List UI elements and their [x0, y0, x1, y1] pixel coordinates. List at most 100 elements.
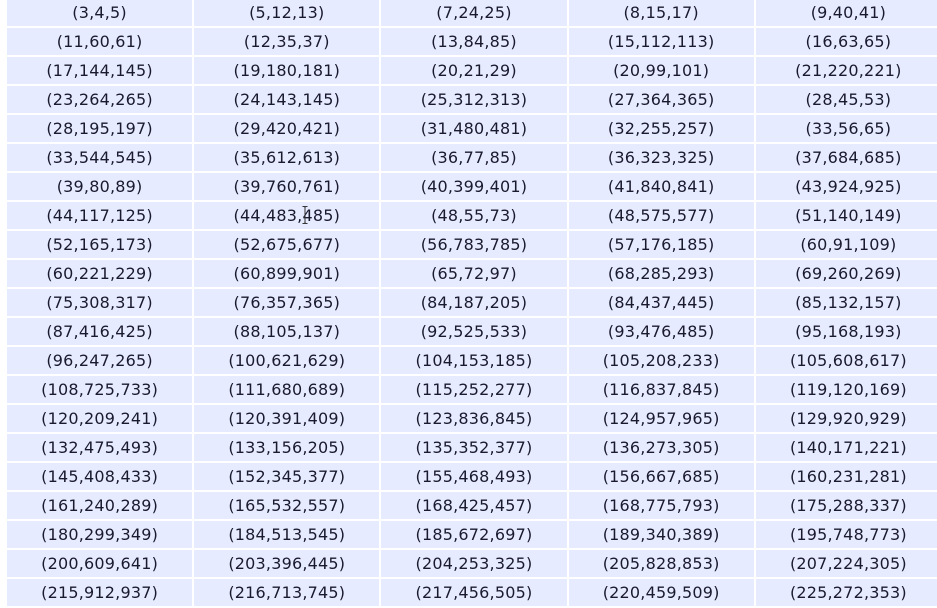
triple-cell: (28,195,197)	[7, 115, 193, 142]
triple-cell: (60,899,901)	[194, 260, 380, 287]
triple-cell: (156,667,685)	[568, 463, 754, 490]
triple-cell: (44,483,485)	[194, 202, 380, 229]
triple-cell: (21,220,221)	[755, 57, 937, 84]
table-row: (52,165,173) (52,675,677) (56,783,785) (57,…	[7, 231, 937, 258]
table-row: (60,221,229) (60,899,901) (65,72,97) (68,28…	[7, 260, 937, 287]
triple-cell: (8,15,17)	[568, 0, 754, 26]
triple-cell: (23,264,265)	[7, 86, 193, 113]
triple-cell: (48,575,577)	[568, 202, 754, 229]
triple-cell: (96,247,265)	[7, 347, 193, 374]
table-row: (132,475,493) (133,156,205) (135,352,377)(…	[7, 434, 937, 461]
triple-cell: (20,99,101)	[568, 57, 754, 84]
triple-cell: (207,224,305)	[755, 550, 937, 577]
triple-cell: (124,957,965)	[568, 405, 754, 432]
triple-cell: (129,920,929)	[755, 405, 937, 432]
triple-cell: (93,476,485)	[568, 318, 754, 345]
triple-cell: (17,144,145)	[7, 57, 193, 84]
triple-cell: (15,112,113)	[568, 28, 754, 55]
table-row: (23,264,265) (24,143,145) (25,312,313) (27,…	[7, 86, 937, 113]
triple-cell: (203,396,445)	[194, 550, 380, 577]
triple-cell: (120,391,409)	[194, 405, 380, 432]
triple-cell: (11,60,61)	[7, 28, 193, 55]
triple-cell: (39,760,761)	[194, 173, 380, 200]
triple-cell: (40,399,401)	[381, 173, 567, 200]
triple-cell: (56,783,785)	[381, 231, 567, 258]
triple-cell: (39,80,89)	[7, 173, 193, 200]
triple-cell: (84,187,205)	[381, 289, 567, 316]
triple-cell: (132,475,493)	[7, 434, 193, 461]
triple-cell: (44,117,125)	[7, 202, 193, 229]
table-row: (96,247,265) (100,621,629) (104,153,185) (1…	[7, 347, 937, 374]
table-row: (3,4,5) (5,12,13) (7,24,25) (8,15,17) (9,40,…	[7, 0, 937, 26]
triple-cell: (180,299,349)	[7, 521, 193, 548]
triple-cell: (189,340,389)	[568, 521, 754, 548]
table-row: (200,609,641) (203,396,445) (204,253,325)(…	[7, 550, 937, 577]
table-row: (75,308,317) (76,357,365) (84,187,205) (84,…	[7, 289, 937, 316]
triple-cell: (60,91,109)	[755, 231, 937, 258]
triple-cell: (69,260,269)	[755, 260, 937, 287]
table-row: (28,195,197) (29,420,421) (31,480,481) (32,…	[7, 115, 937, 142]
triple-cell: (7,24,25)	[381, 0, 567, 26]
triple-cell: (25,312,313)	[381, 86, 567, 113]
triple-cell: (36,323,325)	[568, 144, 754, 171]
triple-cell: (120,209,241)	[7, 405, 193, 432]
triple-cell: (68,285,293)	[568, 260, 754, 287]
triples-table-body: (3,4,5) (5,12,13) (7,24,25) (8,15,17) (9,40,…	[7, 0, 937, 606]
triple-cell: (135,352,377)	[381, 434, 567, 461]
triple-cell: (123,836,845)	[381, 405, 567, 432]
triple-cell: (140,171,221)	[755, 434, 937, 461]
table-row: (44,117,125) (44,483,485) (48,55,73) (48,57…	[7, 202, 937, 229]
triple-cell: (104,153,185)	[381, 347, 567, 374]
triple-cell: (87,416,425)	[7, 318, 193, 345]
triple-cell: (136,273,305)	[568, 434, 754, 461]
triple-cell: (12,35,37)	[194, 28, 380, 55]
triple-cell: (48,55,73)	[381, 202, 567, 229]
triple-cell: (33,544,545)	[7, 144, 193, 171]
triple-cell: (24,143,145)	[194, 86, 380, 113]
triple-cell: (37,684,685)	[755, 144, 937, 171]
triple-cell: (161,240,289)	[7, 492, 193, 519]
triple-cell: (184,513,545)	[194, 521, 380, 548]
triple-cell: (60,221,229)	[7, 260, 193, 287]
triple-cell: (29,420,421)	[194, 115, 380, 142]
triple-cell: (105,608,617)	[755, 347, 937, 374]
triple-cell: (28,45,53)	[755, 86, 937, 113]
triple-cell: (175,288,337)	[755, 492, 937, 519]
triple-cell: (76,357,365)	[194, 289, 380, 316]
table-row: (39,80,89) (39,760,761) (40,399,401) (41,84…	[7, 173, 937, 200]
triple-cell: (108,725,733)	[7, 376, 193, 403]
triple-cell: (152,345,377)	[194, 463, 380, 490]
triple-cell: (9,40,41)	[755, 0, 937, 26]
table-row: (161,240,289) (165,532,557) (168,425,457)(…	[7, 492, 937, 519]
triple-cell: (5,12,13)	[194, 0, 380, 26]
triple-cell: (100,621,629)	[194, 347, 380, 374]
triple-cell: (35,612,613)	[194, 144, 380, 171]
pythagorean-triples-table: (3,4,5) (5,12,13) (7,24,25) (8,15,17) (9,40,…	[5, 0, 937, 608]
triple-cell: (57,176,185)	[568, 231, 754, 258]
triple-cell: (43,924,925)	[755, 173, 937, 200]
triple-cell: (65,72,97)	[381, 260, 567, 287]
table-row: (108,725,733) (111,680,689) (115,252,277)(…	[7, 376, 937, 403]
triple-cell: (27,364,365)	[568, 86, 754, 113]
triple-cell: (92,525,533)	[381, 318, 567, 345]
table-row: (33,544,545) (35,612,613) (36,77,85) (36,32…	[7, 144, 937, 171]
triple-cell: (133,156,205)	[194, 434, 380, 461]
triple-cell: (19,180,181)	[194, 57, 380, 84]
triple-cell: (168,775,793)	[568, 492, 754, 519]
triple-cell: (95,168,193)	[755, 318, 937, 345]
triple-cell: (16,63,65)	[755, 28, 937, 55]
triple-cell: (51,140,149)	[755, 202, 937, 229]
triple-cell: (111,680,689)	[194, 376, 380, 403]
triple-cell: (13,84,85)	[381, 28, 567, 55]
triple-cell: (3,4,5)	[7, 0, 193, 26]
triple-cell: (160,231,281)	[755, 463, 937, 490]
triple-cell: (52,675,677)	[194, 231, 380, 258]
triple-cell: (205,828,853)	[568, 550, 754, 577]
triple-cell: (116,837,845)	[568, 376, 754, 403]
triple-cell: (155,468,493)	[381, 463, 567, 490]
triple-cell: (20,21,29)	[381, 57, 567, 84]
triple-cell: (165,532,557)	[194, 492, 380, 519]
triple-cell: (185,672,697)	[381, 521, 567, 548]
triple-cell: (41,840,841)	[568, 173, 754, 200]
table-row: (145,408,433) (152,345,377) (155,468,493)(…	[7, 463, 937, 490]
